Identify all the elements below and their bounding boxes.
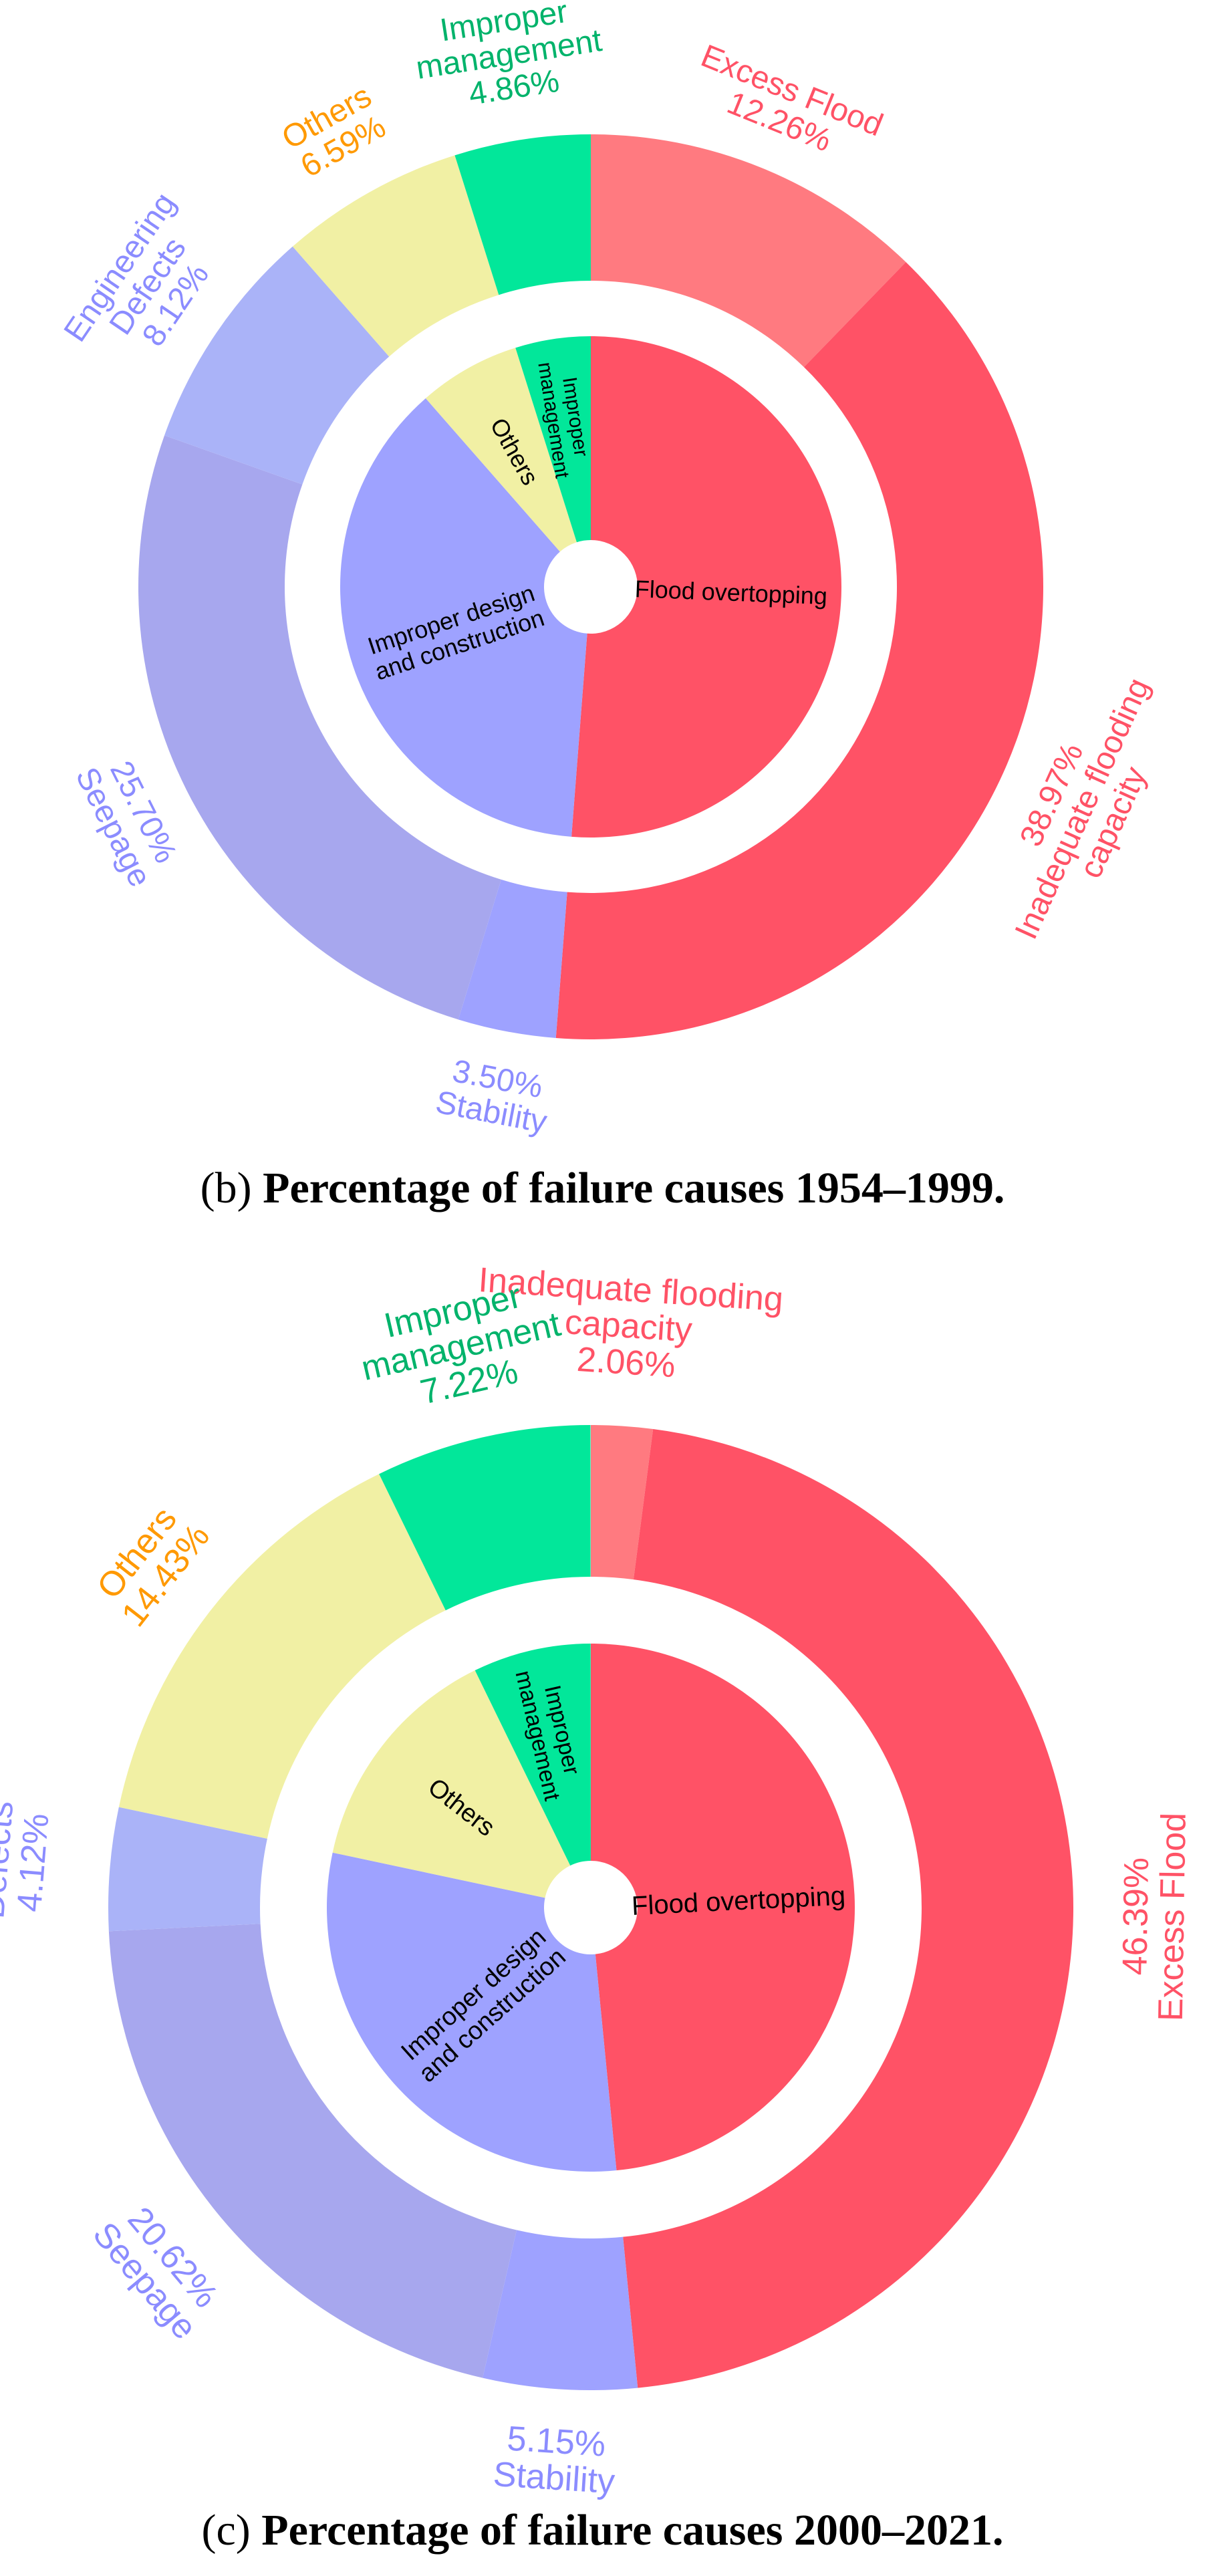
outer-label-seepage: 20.62%Seepage xyxy=(85,2200,225,2347)
outer-label-name: Excess Flood xyxy=(1152,1812,1194,2021)
outer-slice-improper-management xyxy=(454,134,591,295)
outer-label-pct: 46.39% xyxy=(1115,1857,1156,1975)
outer-label-pct: 2.06% xyxy=(575,1340,676,1385)
outer-label-pct: 4.12% xyxy=(10,1812,57,1914)
caption-title: Percentage of failure causes 2000–2021. xyxy=(261,2506,1004,2555)
outer-label-stability: 3.50%Stability xyxy=(433,1053,550,1140)
outer-slice-excess-flood xyxy=(591,134,906,368)
outer-slice-others xyxy=(292,155,499,357)
inner-slice-others xyxy=(332,1670,571,1898)
inner-slice-improper-management xyxy=(475,1644,591,1866)
outer-slice-seepage xyxy=(108,1924,517,2378)
outer-label-engineering-defects: EngineeringDefects4.12% xyxy=(0,1799,57,1920)
outer-label-name: capacity xyxy=(563,1303,693,1349)
outer-slice-others xyxy=(118,1474,446,1839)
inner-slice-flood-overtopping xyxy=(591,1644,855,2171)
outer-label-excess-flood: 46.39%Excess Flood xyxy=(1115,1812,1194,2021)
caption-letter: (c) xyxy=(201,2506,251,2555)
caption-title: Percentage of failure causes 1954–1999. xyxy=(263,1164,1005,1212)
outer-slice-inadequate-flooding-capacity xyxy=(555,262,1044,1039)
donut-chart-2000-2021: Inadequate floodingcapacity2.06%46.39%Ex… xyxy=(0,1261,1194,2501)
outer-slice-improper-management xyxy=(379,1425,591,1611)
outer-slice-inadequate-flooding-capacity xyxy=(591,1425,654,1580)
figure-caption-c: (c) Percentage of failure causes 2000–20… xyxy=(0,2505,1205,2556)
caption-letter: (b) xyxy=(200,1164,252,1212)
outer-label-stability: 5.15%Stability xyxy=(492,2419,616,2502)
outer-slice-stability xyxy=(483,2230,638,2390)
outer-slice-excess-flood xyxy=(623,1429,1073,2388)
inner-slice-improper-design-and-construction xyxy=(327,1852,617,2172)
outer-slice-stability xyxy=(458,879,567,1038)
outer-label-name: Stability xyxy=(492,2455,616,2502)
inner-slice-improper-design-and-construction xyxy=(340,398,587,837)
inner-slice-improper-management xyxy=(515,336,591,543)
inner-slice-others xyxy=(425,348,577,552)
outer-slice-engineering-defects xyxy=(164,246,390,485)
inner-slice-flood-overtopping xyxy=(571,336,841,838)
outer-slice-engineering-defects xyxy=(108,1807,267,1932)
figure-caption-b: (b) Percentage of failure causes 1954–19… xyxy=(0,1163,1205,1214)
outer-label-pct: 5.15% xyxy=(506,2419,607,2464)
outer-label-seepage: 25.70%Seepage xyxy=(68,755,183,892)
outer-slice-seepage xyxy=(138,435,501,1020)
